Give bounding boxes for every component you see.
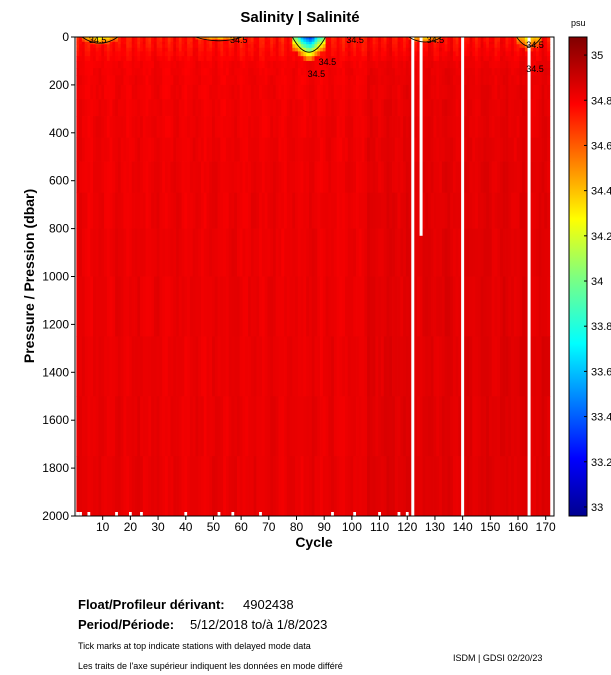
float-id: 4902438 bbox=[243, 597, 294, 612]
y-tick-label: 400 bbox=[49, 126, 69, 140]
colorbar-tick-label: 33.4 bbox=[591, 412, 611, 424]
plot-area: 34.5 34.534.534.534.5 34.534.534.510 20 30 40… bbox=[42, 30, 556, 534]
y-tick-label: 1800 bbox=[42, 461, 69, 475]
data-gap bbox=[461, 37, 465, 516]
contour-label: 34.5 bbox=[526, 40, 544, 50]
contour-line bbox=[81, 36, 119, 44]
x-tick-label: 100 bbox=[342, 520, 362, 534]
x-tick-label: 40 bbox=[179, 520, 193, 534]
note-english: Tick marks at top indicate stations with… bbox=[78, 641, 311, 651]
x-tick-label: 10 bbox=[96, 520, 110, 534]
colorbar-tick-label: 34.8 bbox=[591, 95, 611, 107]
x-tick-label: 20 bbox=[124, 520, 138, 534]
x-tick-label: 150 bbox=[480, 520, 500, 534]
colorbar-scale bbox=[568, 36, 588, 517]
contour-line bbox=[516, 36, 542, 47]
x-axis-label: Cycle bbox=[295, 534, 333, 550]
data-gap bbox=[411, 37, 415, 516]
y-tick-label: 600 bbox=[49, 174, 69, 188]
credit: ISDM | GDSI 02/20/23 bbox=[453, 653, 543, 663]
x-tick-label: 170 bbox=[536, 520, 556, 534]
y-tick-label: 800 bbox=[49, 222, 69, 236]
y-tick-label: 0 bbox=[62, 30, 69, 44]
contour-label: 34.5 bbox=[526, 64, 544, 74]
colorbar-tick-label: 34.6 bbox=[591, 140, 611, 152]
contour-label: 34.5 bbox=[230, 35, 248, 45]
colorbar-tick-label: 35 bbox=[591, 50, 603, 62]
chart-title: Salinity | Salinité bbox=[240, 9, 359, 26]
contour-label: 34.5 bbox=[319, 57, 337, 67]
contour-line bbox=[195, 36, 243, 42]
y-tick-label: 1600 bbox=[42, 413, 69, 427]
y-tick-label: 2000 bbox=[42, 509, 69, 523]
colorbar-tick-label: 34.4 bbox=[591, 186, 611, 198]
y-tick-label: 1000 bbox=[42, 270, 69, 284]
float-label: Float/Profileur dérivant: bbox=[78, 597, 225, 612]
x-tick-label: 50 bbox=[207, 520, 221, 534]
x-tick-label: 110 bbox=[370, 520, 389, 534]
period-value: 5/12/2018 to/à 1/8/2023 bbox=[190, 617, 328, 632]
x-tick-label: 130 bbox=[425, 520, 445, 534]
x-tick-label: 80 bbox=[290, 520, 304, 534]
note-french: Les traits de l'axe supérieur indiquent … bbox=[78, 661, 343, 671]
colorbar-tick-label: 33.6 bbox=[591, 366, 611, 378]
x-tick-label: 70 bbox=[262, 520, 276, 534]
x-tick-label: 90 bbox=[318, 520, 332, 534]
salinity-field bbox=[76, 37, 551, 517]
period-label: Period/Période: bbox=[78, 617, 175, 632]
y-axis-label: Pressure / Pression (dbar) bbox=[21, 189, 37, 363]
colorbar-tick-label: 33 bbox=[591, 502, 603, 514]
colorbar-tick-label: 33.8 bbox=[591, 321, 611, 333]
y-tick-label: 1200 bbox=[42, 317, 69, 331]
colorbar-tick-label: 34.2 bbox=[591, 231, 611, 243]
colorbar-unit: psu bbox=[571, 18, 586, 28]
x-tick-label: 30 bbox=[151, 520, 165, 534]
contour-label: 34.5 bbox=[89, 35, 107, 45]
x-tick-label: 160 bbox=[508, 520, 528, 534]
data-gap bbox=[419, 37, 423, 236]
contour-line bbox=[291, 36, 326, 53]
contour-label: 34.5 bbox=[308, 69, 326, 79]
y-tick-label: 1400 bbox=[42, 365, 69, 379]
contour-label: 34.5 bbox=[346, 35, 364, 45]
y-tick-label: 200 bbox=[49, 78, 69, 92]
x-tick-label: 120 bbox=[397, 520, 417, 534]
colorbar: psu 35 34.8 34.6 34.4 34.2 34 33.8 33.6 33.4 33.2 3… bbox=[568, 18, 611, 517]
colorbar-tick-label: 34 bbox=[591, 276, 603, 288]
x-tick-label: 60 bbox=[234, 520, 248, 534]
x-tick-label: 140 bbox=[453, 520, 473, 534]
data-gap bbox=[527, 37, 531, 516]
contour-line bbox=[408, 36, 443, 43]
colorbar-tick-label: 33.2 bbox=[591, 457, 611, 469]
